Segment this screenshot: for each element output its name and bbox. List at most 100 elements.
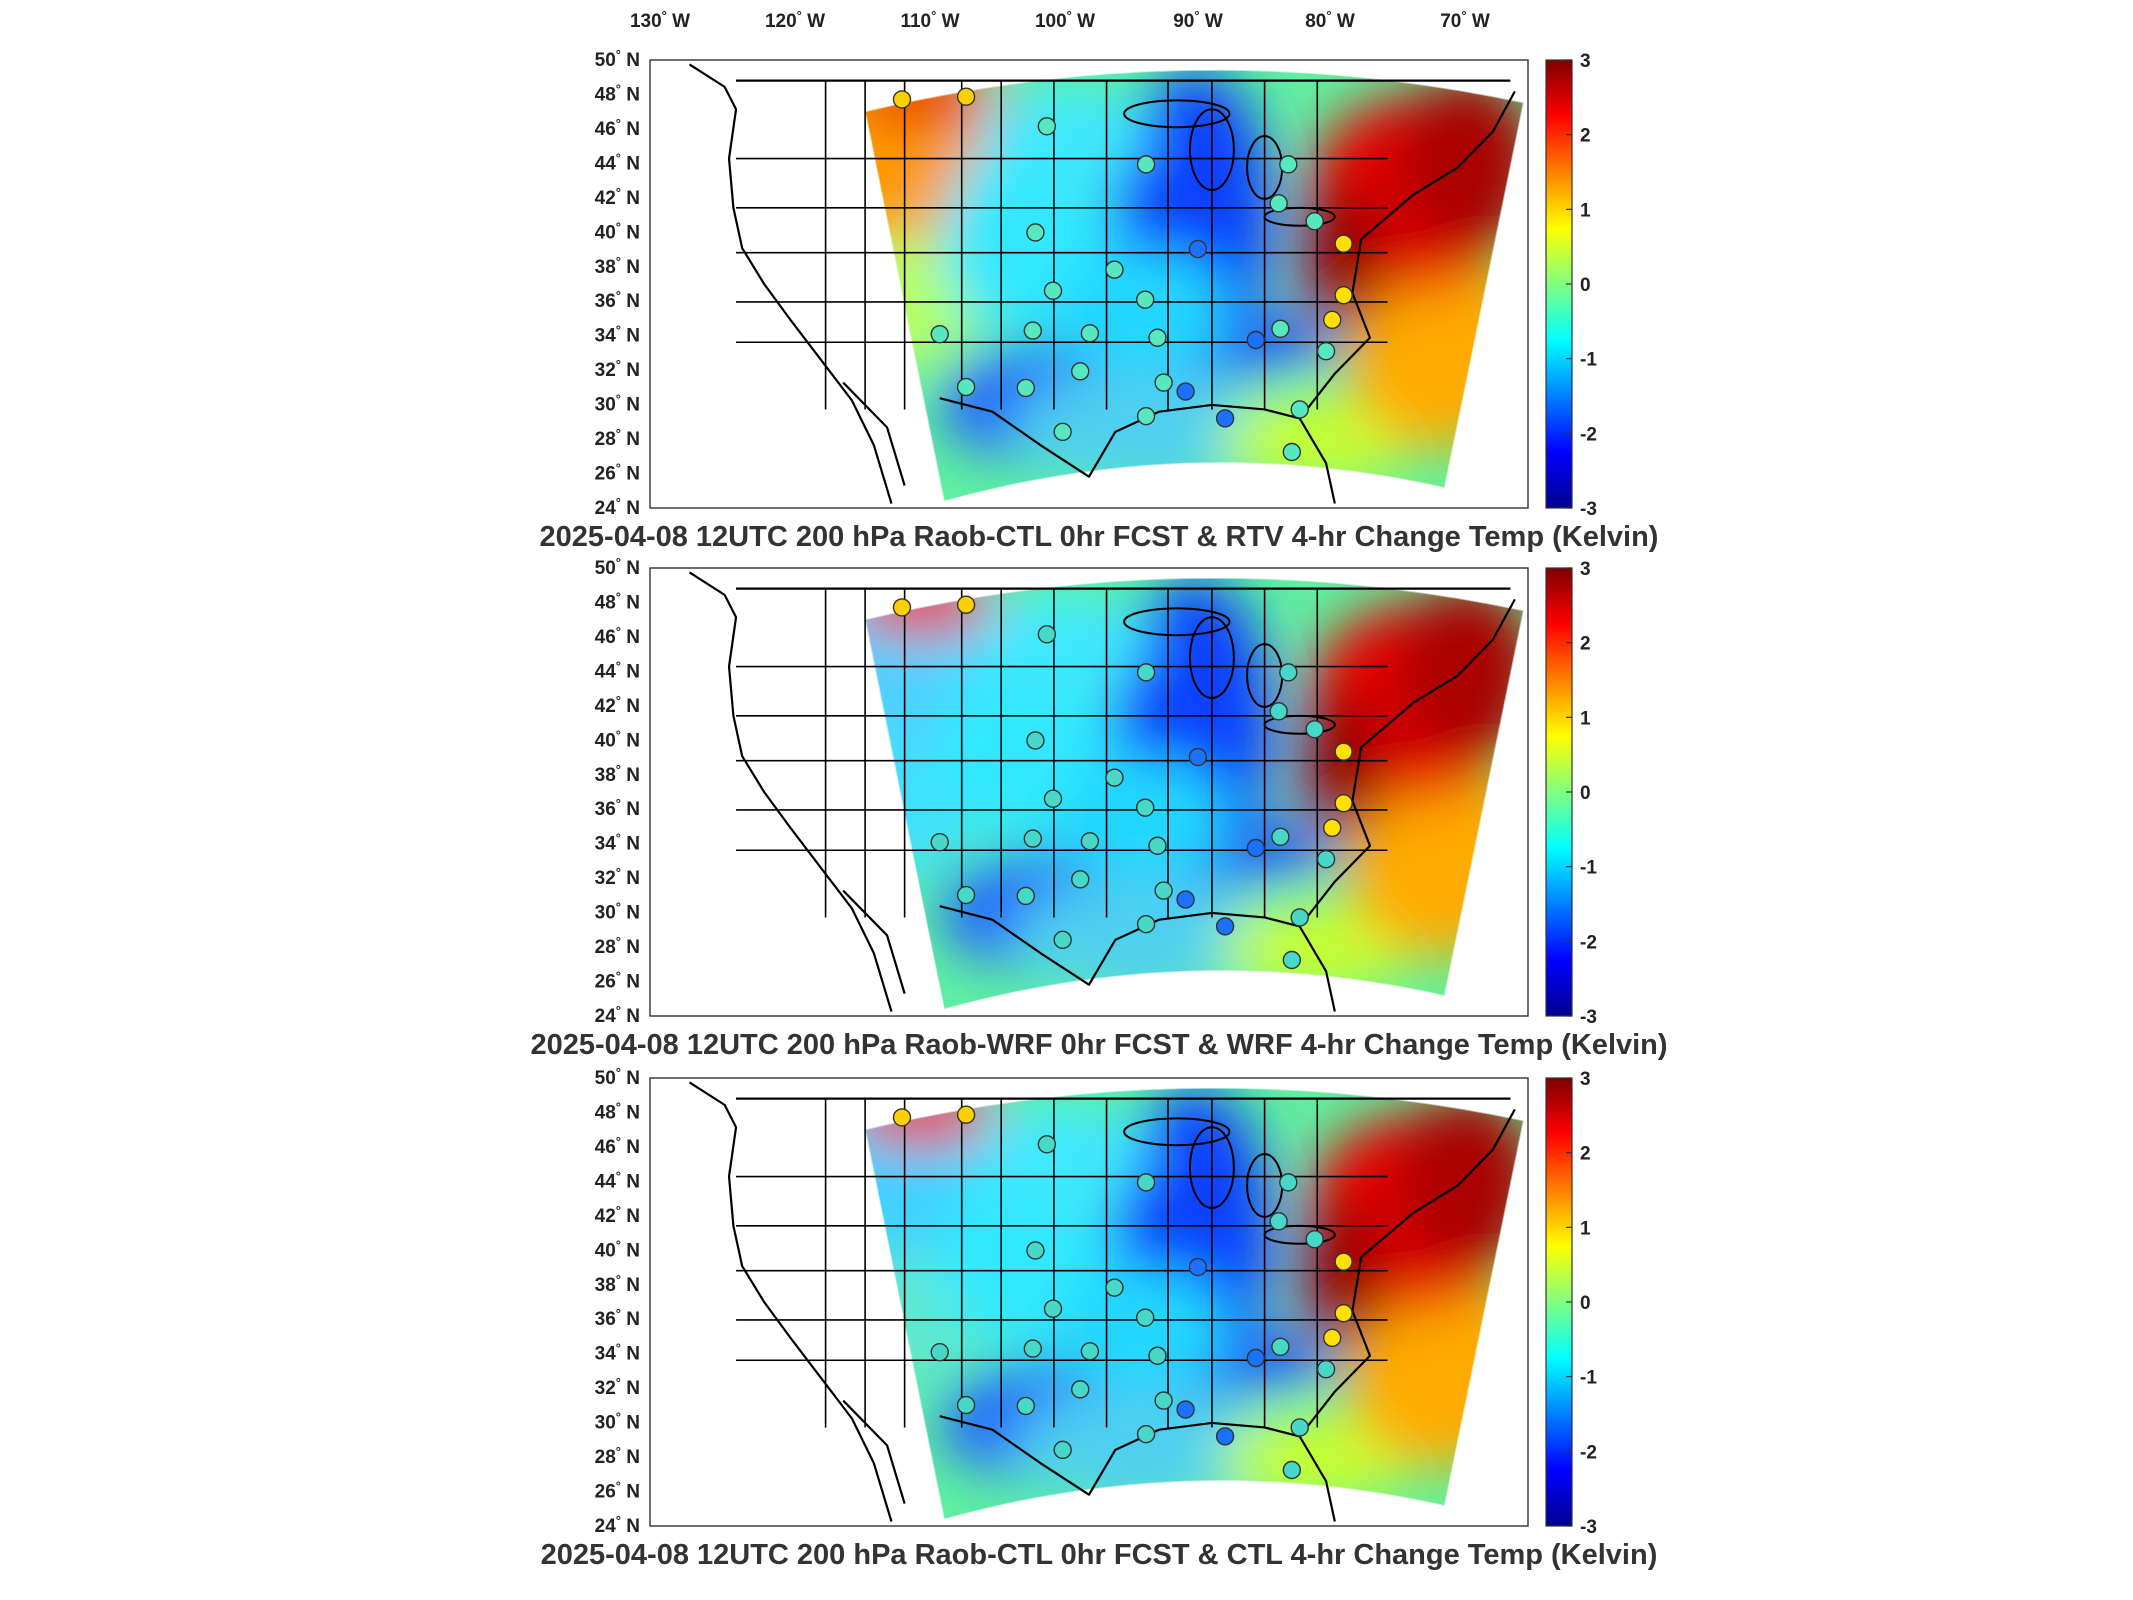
map-border [649,59,1529,509]
colorbar: 3 2 1 0 -1 -2 -3 [1545,559,1597,1028]
station-marker [1053,422,1072,442]
station-marker [930,832,949,852]
station-marker [1071,362,1090,381]
colorbar-tick-label: 0 [1580,783,1591,804]
east-coastline [1298,598,1516,928]
station-marker [1016,1396,1035,1416]
latitude-label: 26° N [595,1479,640,1503]
great-lake [1123,99,1231,129]
station-marker [1176,1400,1195,1419]
station-marker [956,1395,976,1415]
colorbar-tick-label: -2 [1580,932,1597,953]
latitude-label: 42° N [595,693,640,717]
station-marker [1323,310,1342,330]
temperature-field [865,69,1524,502]
latitude-label: 46° N [595,624,640,648]
field-anomaly [1053,756,1230,882]
field-anomaly [1009,877,1274,994]
station-marker [1334,1252,1353,1271]
station-marker [1246,330,1266,350]
station-marker [956,595,976,614]
station-marker [1037,1135,1057,1154]
station-marker [1136,155,1156,174]
latitude-label: 36° N [595,288,640,312]
colorbar-tick-label: 0 [1580,275,1591,296]
latitude-axis: 50° N 48° N 46° N 44° N 42° N 40° N 38° N 36° N… [595,1065,640,1537]
latitude-label: 36° N [595,796,640,820]
raob-stations [892,87,1353,462]
west-coastline [688,571,893,1012]
latitude-label: 28° N [595,934,640,958]
station-marker [1188,239,1208,259]
station-marker [930,1342,949,1362]
station-marker [1037,625,1057,644]
station-marker [1188,747,1208,767]
station-marker [1154,373,1173,392]
station-marker [1290,400,1309,419]
latitude-label: 48° N [595,1099,640,1123]
field-anomaly [1299,693,1388,837]
field-anomaly [1009,369,1274,486]
latitude-label: 24° N [595,1003,640,1027]
station-marker [1016,886,1035,906]
station-marker [1023,829,1043,848]
station-marker [1136,1173,1156,1192]
baja-coastline [842,1399,906,1504]
latitude-label: 30° N [595,1410,640,1434]
field-anomaly [1220,396,1414,486]
station-marker [1290,1418,1309,1437]
station-marker [1080,324,1100,343]
latitude-label: 30° N [595,392,640,416]
station-marker [1305,212,1324,231]
field-anomaly [1053,1266,1230,1392]
great-lake [1123,1117,1231,1147]
station-marker [1037,117,1057,136]
longitude-label: 90° W [1173,8,1223,32]
colorbar-tick-label: 3 [1580,559,1591,580]
station-marker [1016,378,1035,398]
latitude-label: 42° N [595,185,640,209]
latitude-label: 48° N [595,589,640,613]
latitude-label: 46° N [595,1134,640,1158]
latitude-label: 26° N [595,969,640,993]
station-marker [956,1105,976,1124]
station-marker [1154,881,1173,900]
gulf-coastline [939,905,1336,1012]
colorbar-tick-label: -3 [1580,499,1597,520]
station-marker [1279,663,1298,682]
latitude-label: 50° N [595,555,640,579]
station-marker [1053,1440,1072,1460]
longitude-label: 70° W [1440,8,1490,32]
station-marker [1279,155,1298,174]
station-marker [1279,1173,1298,1192]
longitude-label: 130° W [630,8,690,32]
longitude-label: 110° W [900,8,959,32]
station-marker [1246,1348,1266,1368]
station-marker [1271,827,1290,846]
station-marker [1026,731,1045,750]
panel-title: 2025-04-08 12UTC 200 hPa Raob-CTL 0hr FC… [540,521,1659,553]
latitude-label: 28° N [595,426,640,450]
station-marker [1148,1346,1167,1365]
field-anomaly [1220,1414,1414,1504]
station-marker [1334,794,1353,813]
colorbar-tick-label: 0 [1580,1293,1591,1314]
map-panel: 50° N 48° N 46° N 44° N 42° N 40° N 38° N 36° N… [530,555,1667,1061]
colorbar-tick-label: -3 [1580,1517,1597,1538]
field-anomaly [1299,1203,1388,1347]
station-marker [1316,850,1336,869]
colorbar-tick-label: -1 [1580,858,1597,879]
panel-title: 2025-04-08 12UTC 200 hPa Raob-WRF 0hr FC… [530,1029,1667,1061]
latitude-label: 28° N [595,1444,640,1468]
great-lake [1263,1224,1336,1245]
colorbar-tick-label: 2 [1580,634,1591,655]
east-coastline [1298,1108,1516,1438]
station-marker [1269,194,1288,213]
station-marker [1282,1460,1302,1480]
field-anomaly [1299,185,1388,329]
station-marker [1334,234,1353,253]
station-marker [1080,832,1100,851]
station-marker [1148,836,1167,855]
colorbar-tick-label: -1 [1580,1368,1597,1389]
raob-stations [892,1105,1353,1480]
